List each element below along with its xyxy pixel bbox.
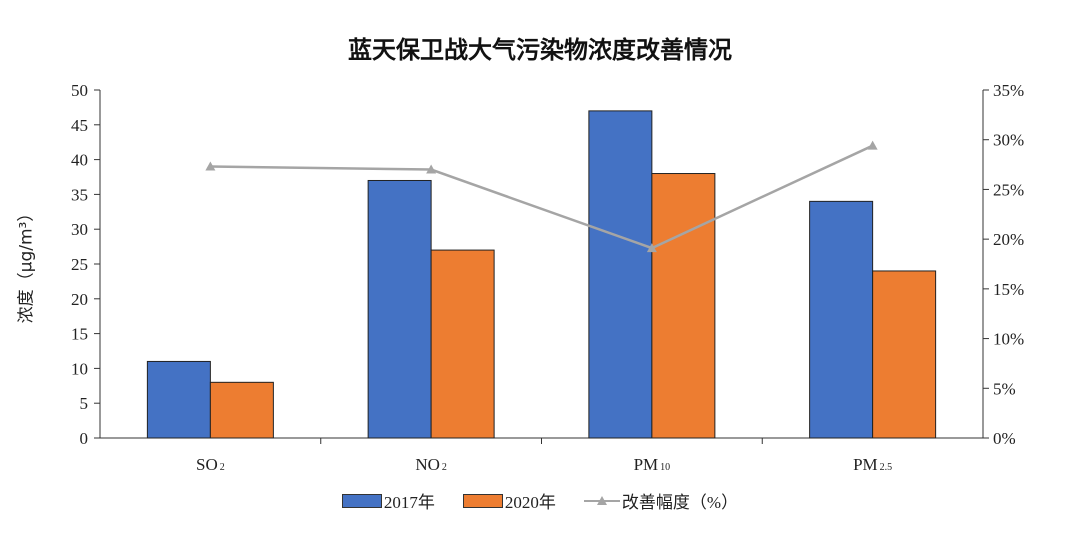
bar-2020年-3 [872, 270, 937, 439]
improvement-point-1 [426, 164, 437, 174]
y-tick-label: 45 [71, 116, 88, 135]
x-category-label: PM 10 [634, 455, 671, 474]
y-tick-label: 35 [71, 185, 88, 204]
y2-tick-label: 5% [993, 379, 1016, 398]
y2-tick-label: 10% [993, 330, 1024, 349]
legend-label-2020: 2020年 [504, 493, 556, 512]
x-category-label: NO 2 [415, 455, 447, 474]
x-category-label: SO 2 [196, 455, 225, 474]
bar-2020年-2 [651, 173, 716, 439]
y-tick-label: 50 [71, 81, 88, 100]
x-category-label: PM 2.5 [853, 455, 892, 474]
improvement-point-3 [867, 140, 878, 150]
bar-2020年-0 [209, 381, 274, 439]
chart-title: 蓝天保卫战大气污染物浓度改善情况 [348, 36, 732, 64]
y-tick-label: 20 [71, 290, 88, 309]
legend-label-2017: 2017年 [383, 493, 435, 512]
y2-tick-label: 0% [993, 429, 1016, 448]
bar-2017年-3 [809, 200, 874, 439]
bar-2017年-2 [588, 110, 653, 439]
legend-item-2020: 2020年 [462, 488, 556, 513]
bar-2017年-0 [146, 360, 211, 439]
improvement-point-0 [205, 161, 216, 171]
y-tick-label: 15 [71, 325, 88, 344]
y-tick-label: 25 [71, 255, 88, 274]
bar-2017年-1 [367, 179, 432, 439]
y-tick-label: 5 [80, 394, 89, 413]
improvement-line [210, 144, 874, 250]
bar-2020年-1 [430, 249, 495, 439]
y-tick-label: 40 [71, 151, 88, 170]
y-tick-label: 30 [71, 220, 88, 239]
y2-tick-label: 25% [993, 180, 1024, 199]
y-tick-label: 10 [71, 359, 88, 378]
y2-tick-label: 15% [993, 280, 1024, 299]
y2-tick-label: 30% [993, 131, 1024, 150]
legend-swatch-2017 [341, 493, 382, 508]
improvement-point-2 [646, 243, 657, 253]
y2-tick-label: 35% [993, 81, 1024, 100]
legend-line-triangle-icon [583, 495, 620, 505]
legend: 2017年 2020年 改善幅度（%） [0, 488, 1080, 513]
legend-item-improvement: 改善幅度（%） [583, 488, 739, 513]
legend-item-2017: 2017年 [341, 488, 435, 513]
legend-swatch-2020 [462, 493, 503, 508]
y-tick-label: 0 [80, 429, 89, 448]
legend-label-improvement: 改善幅度（%） [621, 493, 739, 512]
y2-tick-label: 20% [993, 230, 1024, 249]
